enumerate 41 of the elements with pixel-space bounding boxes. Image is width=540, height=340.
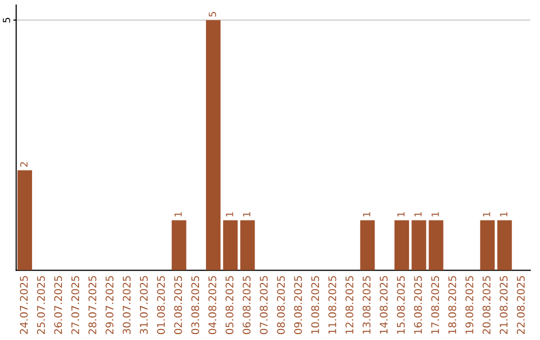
x-tick-label: 27.07.2025	[71, 276, 80, 334]
x-tick-label: 11.08.2025	[328, 276, 336, 334]
x-tick-label: 21.08.2025	[500, 276, 508, 334]
x-tick-label: 28.07.2025	[88, 276, 96, 334]
x-tick-label: 17.08.2025	[431, 276, 440, 334]
x-tick-label: 06.08.2025	[242, 276, 251, 334]
x-tick-label: 18.08.2025	[448, 276, 456, 334]
x-tick-label: 19.08.2025	[465, 276, 474, 334]
data-label: 5	[208, 12, 216, 17]
data-label: 1	[432, 212, 439, 216]
x-tick-label: 13.08.2025	[362, 276, 371, 334]
x-tick-label: 07.08.2025	[260, 276, 268, 334]
x-tick-label: 20.08.2025	[482, 276, 490, 334]
x-tick-label: 30.07.2025	[122, 276, 131, 334]
data-label: 1	[500, 212, 508, 216]
x-tick-label: 03.08.2025	[191, 276, 200, 334]
data-label: 2	[20, 162, 28, 167]
x-tick-label: 26.07.2025	[54, 276, 62, 334]
x-tick-label: 01.08.2025	[157, 276, 165, 334]
x-tick-label: 24.07.2025	[20, 276, 28, 334]
x-tick-label: 04.08.2025	[208, 276, 216, 334]
data-label: 1	[243, 212, 250, 216]
x-tick-label: 31.07.2025	[140, 276, 148, 334]
data-label: 1	[414, 212, 422, 216]
x-tick-label: 16.08.2025	[414, 276, 422, 334]
x-tick-label: 14.08.2025	[380, 276, 388, 334]
x-tick-label: 05.08.2025	[226, 276, 234, 334]
x-tick-label: 22.08.2025	[516, 276, 525, 334]
x-tick-label: 12.08.2025	[345, 276, 354, 334]
x-tick-label: 08.08.2025	[276, 276, 285, 334]
x-tick-label: 25.07.2025	[37, 276, 45, 334]
data-label: 1	[483, 212, 490, 216]
data-label: 1	[226, 212, 234, 216]
data-label: 1	[397, 212, 404, 216]
x-tick-label: 29.07.2025	[106, 276, 114, 334]
x-tick-label: 15.08.2025	[396, 276, 405, 334]
data-label: 1	[363, 212, 370, 216]
x-tick-label: 09.08.2025	[294, 276, 302, 334]
x-tick-label: 02.08.2025	[174, 276, 182, 334]
x-tick-label: 10.08.2025	[311, 276, 320, 334]
data-label: 1	[174, 212, 182, 216]
